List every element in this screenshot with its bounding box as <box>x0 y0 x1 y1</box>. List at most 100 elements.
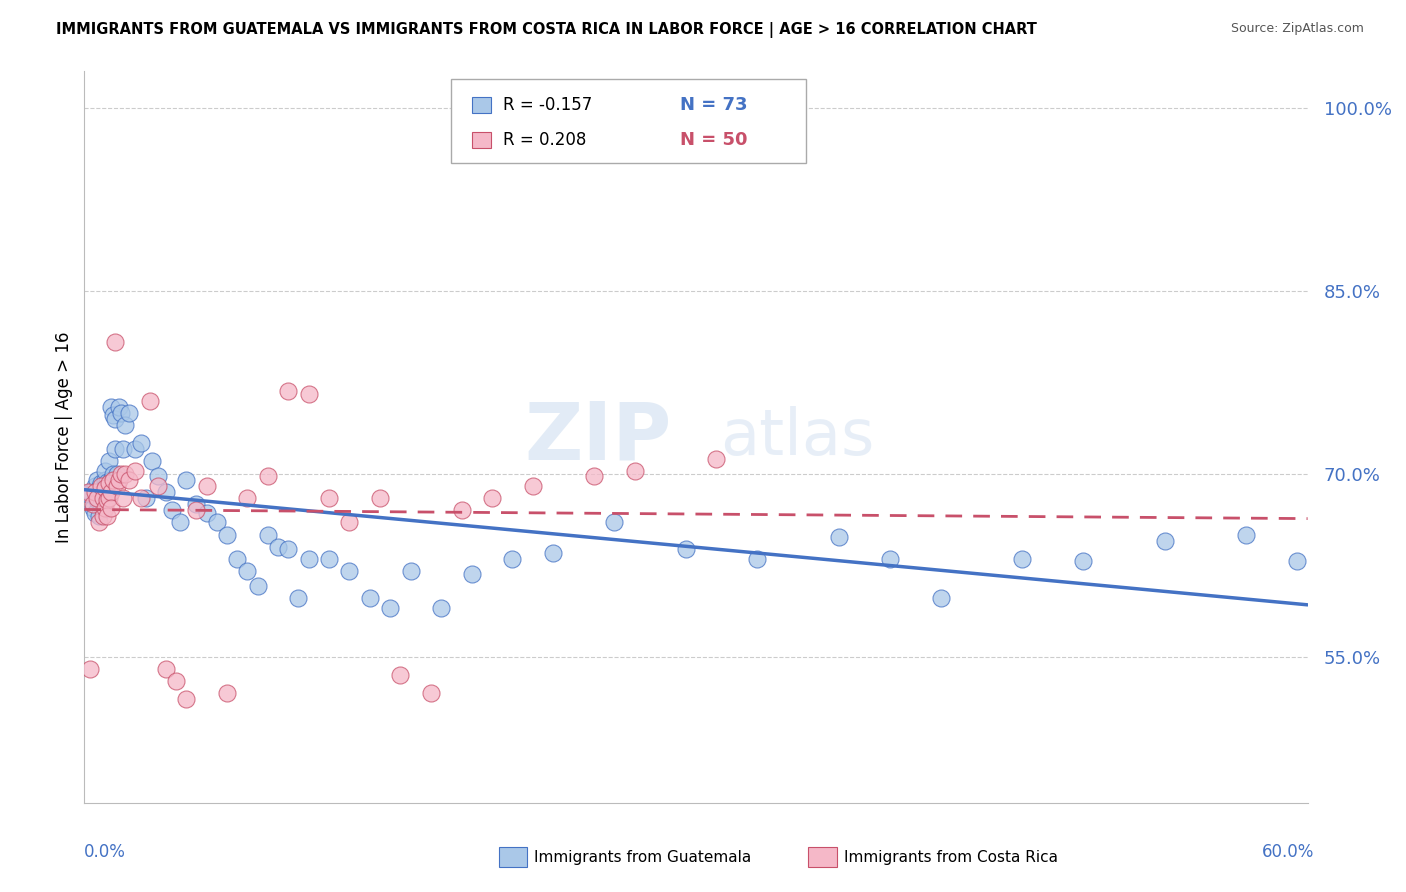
Point <box>277 384 299 398</box>
Point <box>131 436 153 450</box>
Point <box>104 334 127 349</box>
Point <box>236 564 259 578</box>
Point <box>257 527 280 541</box>
Point <box>195 506 218 520</box>
Point <box>359 591 381 605</box>
Text: Source: ZipAtlas.com: Source: ZipAtlas.com <box>1230 22 1364 36</box>
Point <box>86 491 108 505</box>
Point <box>91 491 114 505</box>
Point <box>339 564 360 578</box>
Point <box>318 552 340 566</box>
Point <box>97 476 120 491</box>
Point <box>389 667 412 682</box>
Text: atlas: atlas <box>720 406 875 468</box>
Point <box>124 464 146 478</box>
Point <box>501 552 523 566</box>
Point <box>146 479 169 493</box>
Point <box>83 485 105 500</box>
Point <box>101 408 124 422</box>
Text: ZIP: ZIP <box>524 398 672 476</box>
Point <box>603 516 626 530</box>
Point <box>79 485 101 500</box>
Point <box>93 500 115 515</box>
Point <box>118 406 141 420</box>
Point <box>97 454 120 468</box>
Point <box>675 542 697 557</box>
FancyBboxPatch shape <box>451 78 806 162</box>
Point <box>108 400 131 414</box>
Point <box>87 516 110 530</box>
Point <box>160 503 183 517</box>
Point <box>90 497 112 511</box>
Point <box>77 487 100 501</box>
Point <box>105 467 128 481</box>
Point <box>141 454 163 468</box>
Point <box>101 467 124 481</box>
Point <box>1286 554 1309 568</box>
Point <box>93 473 115 487</box>
Point <box>97 485 120 500</box>
Y-axis label: In Labor Force | Age > 16: In Labor Force | Age > 16 <box>55 331 73 543</box>
Point <box>96 493 118 508</box>
Point <box>124 442 146 457</box>
Text: Immigrants from Costa Rica: Immigrants from Costa Rica <box>844 850 1057 864</box>
Point <box>929 591 952 605</box>
Point <box>186 503 208 517</box>
Point <box>217 527 239 541</box>
Point <box>257 469 280 483</box>
Point <box>131 491 153 505</box>
Point <box>90 479 112 493</box>
Point <box>83 506 105 520</box>
Point <box>277 542 299 557</box>
Point <box>91 509 114 524</box>
Point <box>93 481 115 495</box>
Point <box>174 473 197 487</box>
Point <box>450 503 472 517</box>
Point <box>217 686 239 700</box>
Point <box>112 491 135 505</box>
Point <box>704 452 728 467</box>
Point <box>827 530 849 544</box>
Point <box>195 479 218 493</box>
Point <box>96 509 118 524</box>
Point <box>543 546 565 560</box>
Point <box>93 464 115 478</box>
Point <box>100 473 122 487</box>
Point <box>318 491 340 505</box>
Point <box>110 406 132 420</box>
Point <box>104 442 127 457</box>
Point <box>135 491 157 505</box>
Point <box>582 469 605 483</box>
Point <box>100 400 122 414</box>
Point <box>146 469 169 483</box>
Point <box>93 481 115 495</box>
Point <box>118 473 141 487</box>
Point <box>114 467 136 481</box>
Point <box>79 662 101 676</box>
Text: IMMIGRANTS FROM GUATEMALA VS IMMIGRANTS FROM COSTA RICA IN LABOR FORCE | AGE > 1: IMMIGRANTS FROM GUATEMALA VS IMMIGRANTS … <box>56 22 1038 38</box>
Point <box>1011 552 1033 566</box>
Point <box>155 485 177 500</box>
Point <box>879 552 901 566</box>
Point <box>104 412 127 426</box>
Point <box>298 552 321 566</box>
Bar <box>472 132 491 148</box>
Point <box>267 540 290 554</box>
Point <box>624 464 647 478</box>
Point <box>83 479 105 493</box>
Point <box>420 686 443 700</box>
Point <box>112 442 135 457</box>
Point <box>481 491 503 505</box>
Point <box>114 417 136 432</box>
Point <box>287 591 309 605</box>
Point <box>1153 533 1175 548</box>
Point <box>87 481 110 495</box>
Point <box>97 491 120 505</box>
Text: 0.0%: 0.0% <box>84 843 127 861</box>
Text: R = -0.157: R = -0.157 <box>503 96 592 114</box>
Point <box>380 600 402 615</box>
Point <box>105 479 128 493</box>
Point <box>174 692 197 706</box>
Point <box>82 500 104 515</box>
Point <box>205 516 228 530</box>
